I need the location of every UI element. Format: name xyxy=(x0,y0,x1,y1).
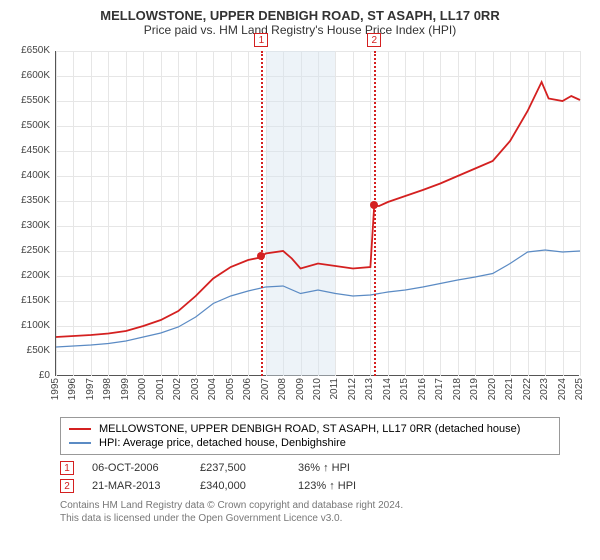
x-axis-tick-label: 2009 xyxy=(295,378,306,400)
data-point-dot xyxy=(257,252,265,260)
transaction-price: £340,000 xyxy=(200,480,280,492)
x-axis-tick-label: 2000 xyxy=(137,378,148,400)
y-axis-tick-label: £50K xyxy=(10,345,50,356)
series-line xyxy=(56,82,580,337)
legend-swatch xyxy=(69,442,91,444)
event-marker: 1 xyxy=(254,33,268,47)
transaction-delta: 123% ↑ HPI xyxy=(298,480,356,492)
series-line xyxy=(56,250,580,347)
chart-area: 12 £0 £50K £100K £150K £200K £250K £300K £350K £… xyxy=(10,41,590,411)
x-axis-tick-label: 2023 xyxy=(539,378,550,400)
legend-item: MELLOWSTONE, UPPER DENBIGH ROAD, ST ASAP… xyxy=(69,422,551,436)
transaction-row: 2 21-MAR-2013 £340,000 123% ↑ HPI xyxy=(10,477,590,495)
x-axis-tick-label: 2014 xyxy=(382,378,393,400)
transaction-date: 21-MAR-2013 xyxy=(92,480,182,492)
x-axis-tick-label: 2020 xyxy=(487,378,498,400)
x-axis-tick-label: 2019 xyxy=(469,378,480,400)
legend-swatch xyxy=(69,428,91,430)
legend-label: HPI: Average price, detached house, Denb… xyxy=(99,437,346,449)
footer-line-1: Contains HM Land Registry data © Crown c… xyxy=(60,499,590,512)
grid-line-vertical xyxy=(580,51,581,376)
y-axis-tick-label: £250K xyxy=(10,245,50,256)
y-axis-tick-label: £200K xyxy=(10,270,50,281)
x-axis-tick-label: 2001 xyxy=(155,378,166,400)
x-axis-tick-label: 2016 xyxy=(417,378,428,400)
footer-line-2: This data is licensed under the Open Gov… xyxy=(60,512,590,525)
transaction-row: 1 06-OCT-2006 £237,500 36% ↑ HPI xyxy=(10,459,590,477)
legend: MELLOWSTONE, UPPER DENBIGH ROAD, ST ASAP… xyxy=(60,417,560,455)
event-line xyxy=(374,51,376,376)
y-axis-tick-label: £400K xyxy=(10,170,50,181)
x-axis-tick-label: 2018 xyxy=(452,378,463,400)
x-axis-tick-label: 1995 xyxy=(50,378,61,400)
y-axis-tick-label: £650K xyxy=(10,45,50,56)
x-axis-tick-label: 1997 xyxy=(85,378,96,400)
transaction-price: £237,500 xyxy=(200,462,280,474)
chart-subtitle: Price paid vs. HM Land Registry's House … xyxy=(10,23,590,37)
transaction-date: 06-OCT-2006 xyxy=(92,462,182,474)
legend-item: HPI: Average price, detached house, Denb… xyxy=(69,436,551,450)
event-marker: 2 xyxy=(367,33,381,47)
y-axis-tick-label: £600K xyxy=(10,70,50,81)
y-axis-tick-label: £100K xyxy=(10,320,50,331)
x-axis-tick-label: 1998 xyxy=(102,378,113,400)
legend-label: MELLOWSTONE, UPPER DENBIGH ROAD, ST ASAP… xyxy=(99,423,520,435)
footer-attribution: Contains HM Land Registry data © Crown c… xyxy=(10,495,590,525)
transaction-delta: 36% ↑ HPI xyxy=(298,462,350,474)
x-axis-tick-label: 2002 xyxy=(172,378,183,400)
plot-region: 12 xyxy=(55,51,579,376)
x-axis-tick-label: 2003 xyxy=(190,378,201,400)
transactions-list: 1 06-OCT-2006 £237,500 36% ↑ HPI 2 21-MAR-201… xyxy=(10,459,590,495)
y-axis-tick-label: £350K xyxy=(10,195,50,206)
y-axis-tick-label: £0 xyxy=(10,370,50,381)
y-axis-tick-label: £450K xyxy=(10,145,50,156)
x-axis-tick-label: 2024 xyxy=(557,378,568,400)
transaction-marker: 2 xyxy=(60,479,74,493)
x-axis-tick-label: 2004 xyxy=(207,378,218,400)
x-axis-tick-label: 2022 xyxy=(522,378,533,400)
line-layer xyxy=(56,51,580,376)
y-axis-tick-label: £150K xyxy=(10,295,50,306)
x-axis-tick-label: 2008 xyxy=(277,378,288,400)
x-axis-tick-label: 2012 xyxy=(347,378,358,400)
x-axis-tick-label: 2010 xyxy=(312,378,323,400)
x-axis-tick-label: 2025 xyxy=(574,378,585,400)
y-axis-tick-label: £550K xyxy=(10,95,50,106)
x-axis-tick-label: 2013 xyxy=(364,378,375,400)
x-axis-tick-label: 2017 xyxy=(434,378,445,400)
x-axis-tick-label: 2011 xyxy=(329,378,340,400)
y-axis-tick-label: £500K xyxy=(10,120,50,131)
x-axis-tick-label: 2007 xyxy=(260,378,271,400)
event-line xyxy=(261,51,263,376)
transaction-marker: 1 xyxy=(60,461,74,475)
chart-title: MELLOWSTONE, UPPER DENBIGH ROAD, ST ASAP… xyxy=(10,8,590,23)
x-axis-tick-label: 1999 xyxy=(120,378,131,400)
x-axis-tick-label: 2015 xyxy=(399,378,410,400)
y-axis-tick-label: £300K xyxy=(10,220,50,231)
x-axis-tick-label: 2021 xyxy=(504,378,515,400)
data-point-dot xyxy=(370,201,378,209)
x-axis-tick-label: 2005 xyxy=(225,378,236,400)
x-axis-tick-label: 2006 xyxy=(242,378,253,400)
x-axis-tick-label: 1996 xyxy=(67,378,78,400)
